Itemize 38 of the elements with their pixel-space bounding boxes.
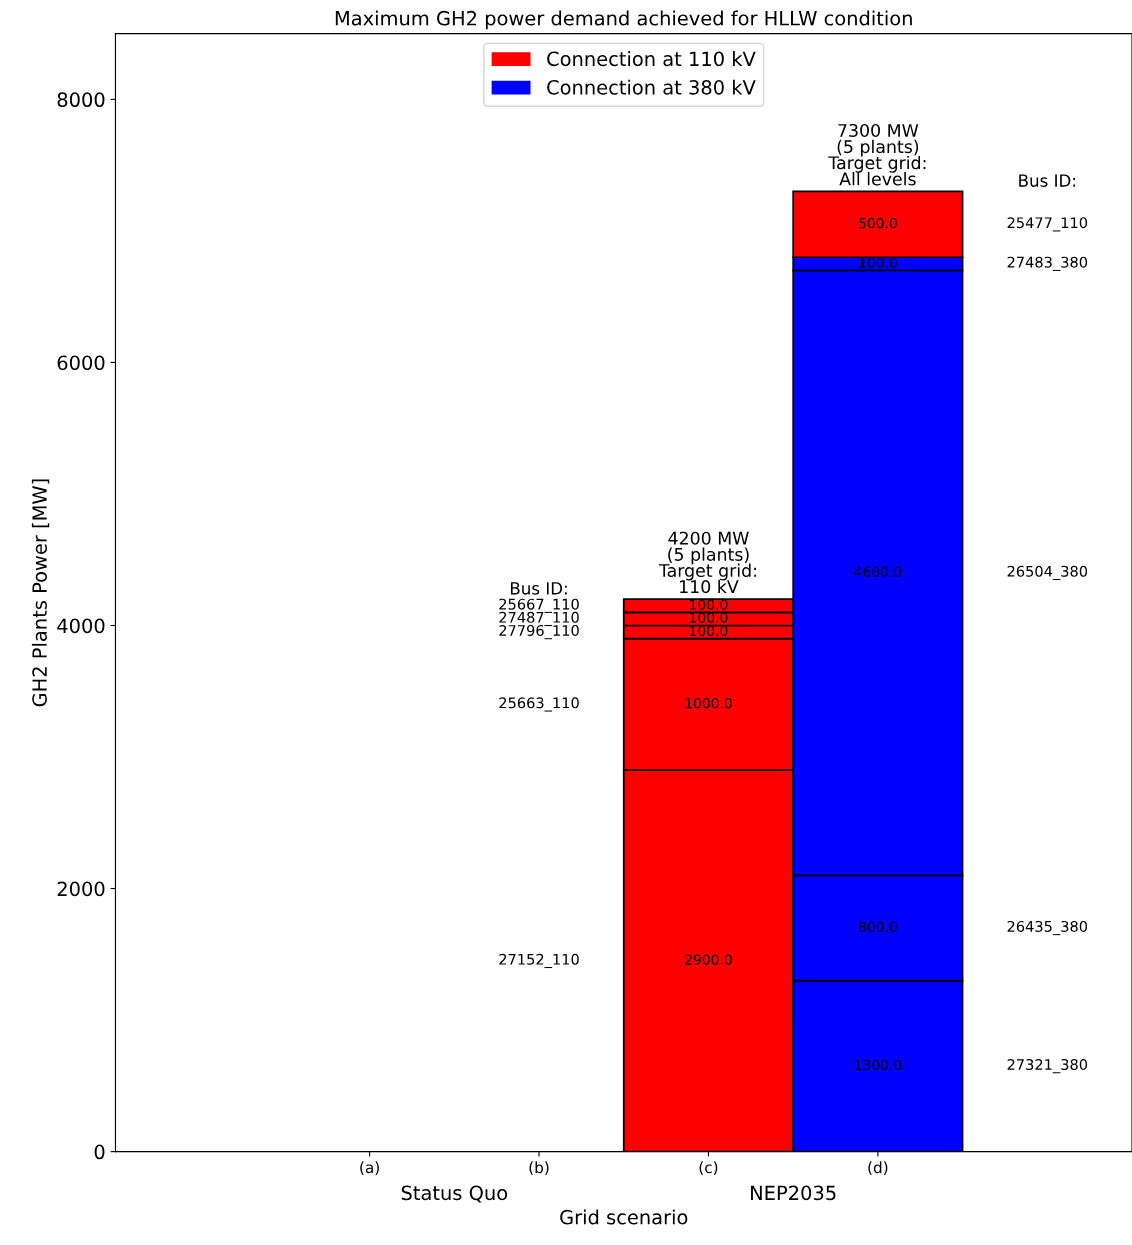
x-tick-label: (b) <box>529 1161 549 1175</box>
data-label: 500.0 <box>859 217 897 229</box>
annotation: 27152_110 <box>499 953 579 969</box>
text: 26435_380 <box>1007 920 1088 936</box>
text: 27321_380 <box>1007 1059 1088 1074</box>
x-tick-label: (c) <box>699 1161 718 1175</box>
text: 27483_380 <box>1007 256 1088 271</box>
text: Status Quo <box>401 1185 508 1203</box>
y-tick-label: 4000 <box>57 618 105 634</box>
text: 25477_110 <box>1007 217 1088 232</box>
annotation: 25663_110 <box>499 697 579 712</box>
data-label: 800.0 <box>858 921 897 933</box>
y-tick-label: 8000 <box>57 92 105 108</box>
annotation: Bus ID: <box>510 582 567 595</box>
x-tick-label: (d) <box>868 1161 888 1175</box>
text: 26504_380 <box>1007 565 1088 581</box>
legend-label: Connection at 110 kV <box>547 51 756 67</box>
data-label: 1000.0 <box>685 697 732 709</box>
data-label: 1300.0 <box>855 1059 902 1071</box>
x-tick-label: (a) <box>360 1161 379 1175</box>
annotation: 27487_110 <box>499 611 579 627</box>
annotation: 27796_110 <box>499 624 579 640</box>
total-label: 7300 MW (5 plants) Target grid: All levels <box>828 123 926 186</box>
data-label: 4600.0 <box>854 566 902 577</box>
data-label: 100.0 <box>690 625 728 637</box>
data-label: 100.0 <box>690 612 728 623</box>
x-axis-title: Grid scenario <box>560 1209 688 1225</box>
text: NEP2035 <box>751 1185 836 1201</box>
y-tick-label: 0 <box>94 1144 105 1160</box>
y-tick-label: 6000 <box>57 355 105 371</box>
text: Bus ID: <box>1019 174 1076 187</box>
legend-label: Connection at 380 kV <box>547 79 756 95</box>
chart-title: Maximum GH2 power demand achieved for HLLW condition <box>335 10 912 30</box>
annotation: 25667_110 <box>499 598 579 613</box>
y-axis-title: GH2 Plants Power [MW] <box>31 479 50 707</box>
y-tick-label: 2000 <box>57 881 105 897</box>
data-label: 2900.0 <box>685 954 732 965</box>
total-label: 4200 MW (5 plants) Target grid: 110 kV <box>658 531 756 594</box>
